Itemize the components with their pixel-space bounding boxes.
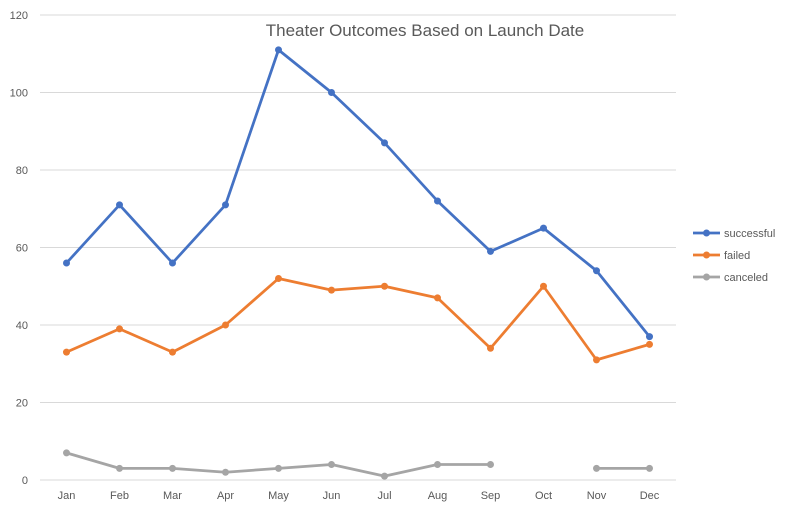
series-lines	[63, 46, 653, 480]
data-point-canceled	[381, 472, 388, 480]
data-point-canceled	[222, 468, 229, 476]
y-axis-tick-labels: 0 20 40 60 80 100 120	[10, 10, 28, 487]
series-line-successful	[65, 48, 651, 338]
data-point-failed	[381, 282, 388, 290]
data-point-successful	[646, 333, 653, 341]
data-point-canceled	[487, 461, 494, 468]
data-point-failed	[434, 294, 441, 302]
data-point-canceled	[646, 464, 653, 472]
x-tick-label: Feb	[110, 490, 129, 502]
data-point-canceled	[116, 464, 123, 472]
series-line-failed	[65, 277, 651, 362]
data-point-successful	[222, 201, 229, 209]
x-tick-label: Jul	[377, 490, 391, 502]
data-point-canceled	[275, 464, 282, 472]
x-tick-label: Apr	[217, 490, 234, 502]
data-point-successful	[593, 267, 600, 275]
data-point-failed	[63, 348, 70, 356]
data-point-successful	[381, 139, 388, 147]
y-tick-label: 60	[16, 243, 28, 255]
y-tick-label: 80	[16, 165, 28, 177]
data-point-successful	[63, 259, 70, 267]
legend: successful failed canceled	[693, 228, 775, 284]
x-tick-label: Nov	[587, 490, 607, 502]
legend-label: successful	[724, 228, 775, 240]
data-point-canceled	[63, 449, 70, 457]
data-point-failed	[169, 348, 176, 356]
data-point-successful	[116, 201, 123, 209]
x-tick-label: Sep	[481, 490, 501, 502]
data-point-canceled	[328, 461, 335, 468]
data-point-failed	[222, 321, 229, 329]
data-point-successful	[275, 46, 282, 54]
x-tick-label: Aug	[428, 490, 448, 502]
legend-item-successful: successful	[693, 228, 775, 240]
series-canceled	[63, 449, 653, 480]
data-point-failed	[328, 286, 335, 294]
data-point-successful	[328, 89, 335, 96]
y-tick-label: 100	[10, 88, 28, 100]
data-point-failed	[593, 356, 600, 364]
data-point-failed	[540, 282, 547, 290]
legend-swatch-marker	[703, 251, 710, 259]
x-tick-label: Oct	[535, 490, 552, 502]
legend-item-canceled: canceled	[693, 272, 768, 284]
data-point-successful	[487, 247, 494, 255]
x-tick-label: Mar	[163, 490, 182, 502]
data-point-canceled	[593, 464, 600, 472]
y-tick-label: 40	[16, 320, 28, 332]
legend-swatch-marker	[703, 273, 710, 281]
legend-label: canceled	[724, 272, 768, 284]
data-point-failed	[646, 340, 653, 348]
x-axis-tick-labels: Jan Feb Mar Apr May Jun Jul Aug Sep Oct Nov Dec	[58, 490, 660, 502]
series-failed	[63, 275, 653, 364]
data-point-successful	[169, 259, 176, 267]
data-point-failed	[116, 325, 123, 333]
x-tick-label: Jan	[58, 490, 76, 502]
data-point-canceled	[434, 461, 441, 468]
x-tick-label: Dec	[640, 490, 660, 502]
data-point-failed	[487, 344, 494, 352]
y-tick-label: 120	[10, 10, 28, 22]
legend-swatch-marker	[703, 229, 710, 237]
data-point-successful	[540, 224, 547, 232]
series-line-canceled	[65, 451, 492, 478]
x-tick-label: Jun	[323, 490, 341, 502]
y-tick-label: 0	[22, 475, 28, 487]
data-point-successful	[434, 197, 441, 205]
gridlines	[40, 14, 676, 481]
chart-title: Theater Outcomes Based on Launch Date	[266, 21, 584, 40]
y-tick-label: 20	[16, 398, 28, 410]
x-tick-label: May	[268, 490, 289, 502]
series-successful	[63, 46, 653, 341]
data-point-failed	[275, 275, 282, 282]
legend-item-failed: failed	[693, 250, 750, 262]
legend-label: failed	[724, 250, 750, 262]
data-point-canceled	[169, 464, 176, 472]
